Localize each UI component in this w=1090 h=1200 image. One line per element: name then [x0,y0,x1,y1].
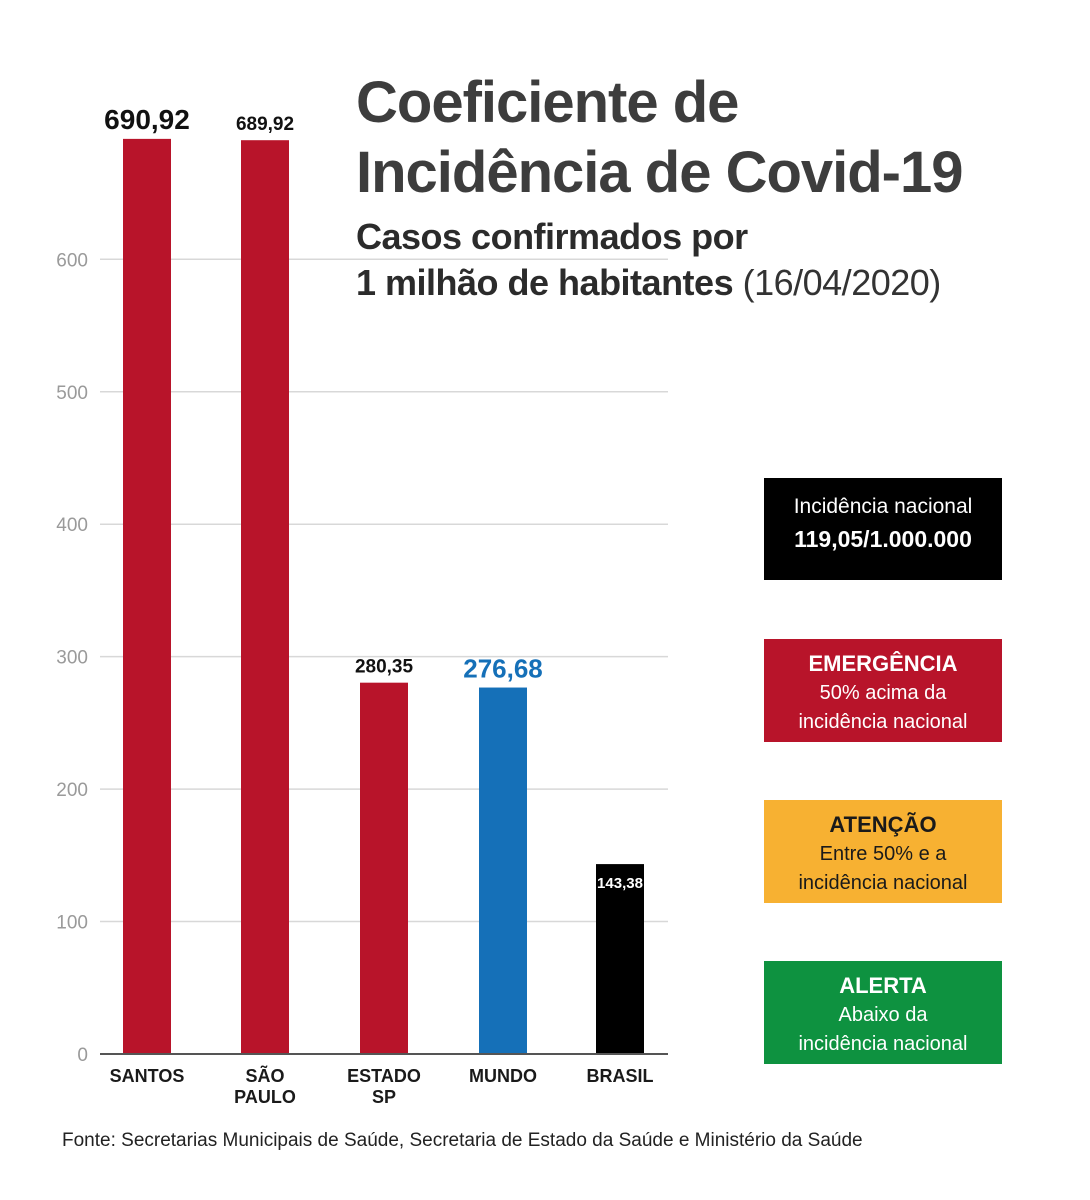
legend-alert-title: ALERTA [839,973,927,998]
legend-attention-line-3: incidência nacional [798,872,968,894]
x-category-label: BRASIL [587,1066,654,1086]
chart-title-line-1: Coeficiente de [356,70,739,135]
y-axis-ticks: 0 100 200 300 400 500 600 [56,250,88,1066]
bar [479,687,527,1054]
chart-subtitle-text: 1 milhão de habitantes [356,262,734,303]
y-tick-label: 200 [56,780,88,801]
legend-alert: ALERTA Abaixo da incidência nacional [764,961,1002,1064]
legend-emergency-title: EMERGÊNCIA [808,651,958,676]
bar-value-label: 280,35 [355,657,414,678]
chart-title-line-2: Incidência de Covid-19 [356,140,964,205]
chart-subtitle-date: (16/04/2020) [742,262,942,303]
x-category-label: PAULO [234,1087,296,1107]
chart-title: Coeficiente de Incidência de Covid-19 [356,68,964,208]
legend-attention-line-2: Entre 50% e a [819,843,947,865]
x-category-label: SÃO [245,1065,284,1086]
legend-alert-line-2: Abaixo da [838,1004,928,1026]
y-tick-label: 600 [56,250,88,271]
x-category-label: ESTADO [347,1066,421,1086]
chart-subtitle-line-2: 1 milhão de habitantes (16/04/2020) [356,260,941,306]
legend-attention-title: ATENÇÃO [829,812,937,837]
legend-national-value: 119,05/1.000.000 [794,526,972,552]
y-tick-label: 0 [77,1045,88,1066]
legend-national-label: Incidência nacional [793,495,973,518]
y-tick-label: 100 [56,913,88,934]
y-tick-label: 500 [56,383,88,404]
bar-value-label: 143,38 [597,875,643,892]
y-tick-label: 400 [56,515,88,536]
x-category-label: MUNDO [469,1066,537,1086]
x-category-label: SANTOS [110,1066,185,1086]
legend-emergency: EMERGÊNCIA 50% acima da incidência nacio… [764,639,1002,742]
bar [360,682,408,1054]
bar-value-label: 690,92 [104,104,190,135]
y-tick-label: 300 [56,648,88,669]
chart-subtitle-line-1: Casos confirmados por [356,216,748,257]
legend-emergency-line-3: incidência nacional [798,711,968,733]
x-category-label: SP [372,1087,396,1107]
chart-bars [123,138,644,1055]
legend-alert-line-3: incidência nacional [798,1033,968,1055]
legend-attention: ATENÇÃO Entre 50% e a incidência naciona… [764,800,1002,903]
legend-emergency-line-2: 50% acima da [819,682,947,704]
bar-value-label: 689,92 [236,114,294,135]
bar [123,138,171,1054]
bar [596,864,644,1054]
bar-value-label: 276,68 [463,654,543,684]
bar-value-labels: 690,92 689,92 280,35 276,68 143,38 [104,104,643,892]
source-note: Fonte: Secretarias Municipais de Saúde, … [62,1130,863,1151]
chart-gridlines [100,258,668,923]
bar [241,140,289,1055]
chart-subtitle: Casos confirmados por 1 milhão de habita… [356,214,941,306]
legend-national-incidence: Incidência nacional 119,05/1.000.000 [764,478,1002,580]
